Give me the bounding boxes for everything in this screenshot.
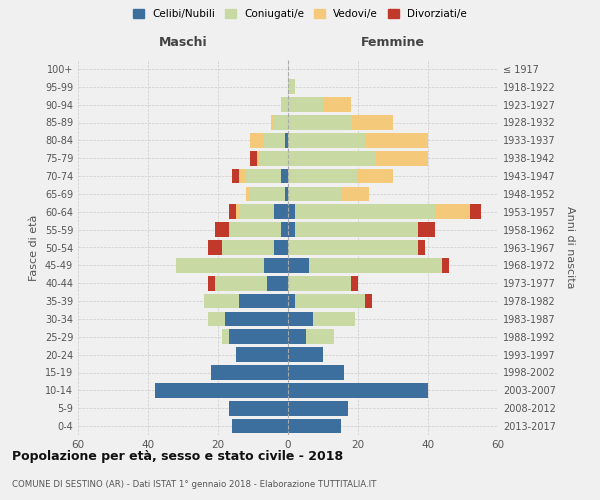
Bar: [418, 240, 425, 255]
Text: Femmine: Femmine: [361, 36, 425, 50]
Bar: [288, 312, 313, 326]
Bar: [215, 222, 229, 237]
Bar: [295, 222, 418, 237]
Bar: [351, 115, 393, 130]
Bar: [257, 151, 260, 166]
Bar: [260, 151, 288, 166]
Bar: [232, 419, 288, 434]
Bar: [288, 204, 295, 219]
Bar: [235, 348, 288, 362]
Bar: [281, 168, 288, 184]
Text: COMUNE DI SESTINO (AR) - Dati ISTAT 1° gennaio 2018 - Elaborazione TUTTITALIA.IT: COMUNE DI SESTINO (AR) - Dati ISTAT 1° g…: [12, 480, 376, 489]
Bar: [235, 204, 239, 219]
Bar: [365, 294, 372, 308]
Bar: [176, 258, 263, 272]
Bar: [288, 401, 347, 415]
Bar: [284, 186, 288, 201]
Bar: [225, 312, 288, 326]
Bar: [288, 419, 341, 434]
Text: Maschi: Maschi: [158, 36, 208, 50]
Bar: [274, 240, 288, 255]
Y-axis label: Fasce di età: Fasce di età: [29, 214, 39, 280]
Bar: [295, 294, 365, 308]
Bar: [229, 222, 281, 237]
Bar: [288, 240, 418, 255]
Bar: [305, 330, 334, 344]
Bar: [221, 240, 274, 255]
Bar: [358, 168, 393, 184]
Bar: [288, 168, 358, 184]
Bar: [418, 222, 435, 237]
Bar: [274, 204, 288, 219]
Bar: [376, 151, 428, 166]
Bar: [288, 222, 295, 237]
Bar: [313, 312, 355, 326]
Bar: [288, 383, 428, 398]
Bar: [288, 365, 344, 380]
Bar: [323, 98, 351, 112]
Bar: [470, 204, 481, 219]
Bar: [288, 133, 365, 148]
Bar: [208, 240, 221, 255]
Bar: [221, 330, 229, 344]
Bar: [288, 151, 376, 166]
Bar: [274, 115, 288, 130]
Bar: [239, 204, 274, 219]
Bar: [239, 294, 288, 308]
Bar: [341, 186, 368, 201]
Bar: [271, 115, 274, 130]
Bar: [246, 186, 250, 201]
Bar: [211, 365, 288, 380]
Legend: Celibi/Nubili, Coniugati/e, Vedovi/e, Divorziati/e: Celibi/Nubili, Coniugati/e, Vedovi/e, Di…: [129, 5, 471, 24]
Bar: [435, 204, 470, 219]
Bar: [288, 330, 305, 344]
Bar: [365, 133, 428, 148]
Bar: [442, 258, 449, 272]
Bar: [155, 383, 288, 398]
Bar: [281, 98, 288, 112]
Bar: [232, 168, 239, 184]
Bar: [288, 348, 323, 362]
Bar: [239, 168, 246, 184]
Bar: [204, 294, 239, 308]
Bar: [288, 115, 351, 130]
Bar: [288, 294, 295, 308]
Bar: [288, 186, 341, 201]
Bar: [246, 168, 281, 184]
Bar: [208, 312, 225, 326]
Bar: [250, 186, 284, 201]
Text: Popolazione per età, sesso e stato civile - 2018: Popolazione per età, sesso e stato civil…: [12, 450, 343, 463]
Bar: [284, 133, 288, 148]
Bar: [288, 98, 323, 112]
Bar: [267, 276, 288, 290]
Bar: [288, 80, 295, 94]
Bar: [250, 151, 257, 166]
Bar: [351, 276, 358, 290]
Bar: [288, 276, 351, 290]
Bar: [229, 401, 288, 415]
Bar: [250, 133, 263, 148]
Bar: [281, 222, 288, 237]
Bar: [229, 204, 235, 219]
Bar: [263, 133, 284, 148]
Bar: [215, 276, 267, 290]
Bar: [229, 330, 288, 344]
Bar: [263, 258, 288, 272]
Bar: [295, 204, 435, 219]
Bar: [208, 276, 215, 290]
Bar: [309, 258, 442, 272]
Bar: [288, 258, 309, 272]
Y-axis label: Anni di nascita: Anni di nascita: [565, 206, 575, 289]
